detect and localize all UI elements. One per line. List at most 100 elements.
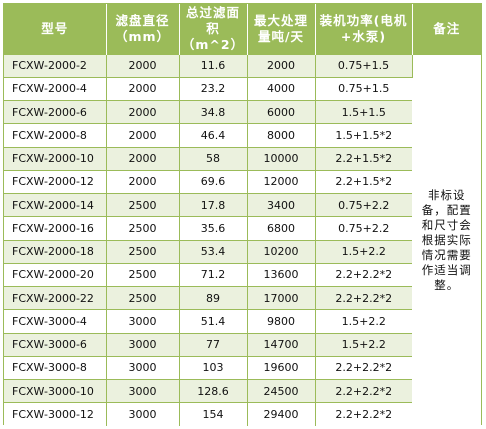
cell-disc-diameter: 2000 — [106, 123, 180, 147]
cell-filter-area: 71.2 — [179, 262, 248, 287]
spec-table-frame: 型号 滤盘直径（mm） 总过滤面积（m^2） 最大处理量吨/天 装机功率(电机+… — [3, 3, 482, 426]
cell-model: FCXW-2000-14 — [4, 192, 107, 217]
cell-disc-diameter: 2500 — [106, 262, 180, 287]
cell-disc-diameter: 2000 — [106, 76, 180, 101]
cell-disc-diameter: 3000 — [106, 402, 180, 426]
cell-model: FCXW-2000-10 — [4, 146, 107, 171]
cell-max-capacity: 19600 — [247, 355, 316, 380]
cell-max-capacity: 14700 — [247, 332, 316, 357]
cell-disc-diameter: 3000 — [106, 309, 180, 333]
cell-disc-diameter: 3000 — [106, 355, 180, 380]
cell-installed-power: 1.5+1.5 — [315, 99, 412, 124]
table-body: FCXW-2000-2 2000 11.6 2000 0.75+1.5 非标设备，配置和尺… — [4, 53, 481, 426]
cell-disc-diameter: 2000 — [106, 146, 180, 171]
cell-installed-power: 0.75+1.5 — [315, 76, 412, 101]
cell-filter-area: 17.8 — [179, 192, 248, 217]
cell-max-capacity: 13600 — [247, 262, 316, 287]
cell-installed-power: 1.5+2.2 — [315, 309, 412, 333]
cell-installed-power: 1.5+2.2 — [315, 332, 412, 357]
cell-filter-area: 53.4 — [179, 239, 248, 264]
header-max-capacity: 最大处理量吨/天 — [247, 4, 316, 54]
cell-installed-power: 2.2+2.2*2 — [315, 262, 412, 287]
cell-disc-diameter: 2500 — [106, 216, 180, 240]
cell-installed-power: 0.75+2.2 — [315, 192, 412, 217]
cell-filter-area: 34.8 — [179, 99, 248, 124]
spec-table: 型号 滤盘直径（mm） 总过滤面积（m^2） 最大处理量吨/天 装机功率(电机+… — [4, 4, 481, 426]
cell-model: FCXW-3000-8 — [4, 355, 107, 380]
table-row: FCXW-2000-14 2500 17.8 3400 0.75+2.2 — [4, 192, 481, 217]
cell-max-capacity: 9800 — [247, 309, 316, 333]
cell-disc-diameter: 3000 — [106, 378, 180, 403]
cell-filter-area: 23.2 — [179, 76, 248, 101]
header-disc-diameter: 滤盘直径（mm） — [106, 4, 180, 54]
cell-model: FCXW-2000-16 — [4, 216, 107, 240]
cell-max-capacity: 4000 — [247, 76, 316, 101]
cell-filter-area: 128.6 — [179, 378, 248, 403]
cell-filter-area: 58 — [179, 146, 248, 171]
cell-filter-area: 46.4 — [179, 123, 248, 147]
cell-installed-power: 0.75+1.5 — [315, 53, 413, 78]
cell-disc-diameter: 2500 — [106, 285, 180, 310]
cell-max-capacity: 29400 — [247, 402, 316, 426]
cell-model: FCXW-2000-4 — [4, 76, 107, 101]
table-row: FCXW-2000-22 2500 89 17000 2.2+2.2*2 — [4, 285, 481, 310]
table-row: FCXW-2000-20 2500 71.2 13600 2.2+2.2*2 — [4, 262, 481, 287]
cell-max-capacity: 24500 — [247, 378, 316, 403]
table-row: FCXW-3000-12 3000 154 29400 2.2+2.2*2 — [4, 402, 481, 426]
table-row: FCXW-2000-8 2000 46.4 8000 1.5+1.5*2 — [4, 123, 481, 147]
cell-model: FCXW-2000-12 — [4, 169, 107, 194]
cell-filter-area: 89 — [179, 285, 248, 310]
cell-filter-area: 35.6 — [179, 216, 248, 240]
table-row: FCXW-2000-18 2500 53.4 10200 1.5+2.2 — [4, 239, 481, 264]
remarks-note: 非标设备，配置和尺寸会根据实际情况需要作适当调整。 — [412, 53, 481, 426]
cell-filter-area: 103 — [179, 355, 248, 380]
cell-disc-diameter: 2000 — [106, 53, 180, 78]
cell-max-capacity: 12000 — [247, 169, 316, 194]
table-row: FCXW-3000-6 3000 77 14700 1.5+2.2 — [4, 332, 481, 357]
cell-model: FCXW-2000-8 — [4, 123, 107, 147]
cell-installed-power: 2.2+2.2*2 — [315, 378, 412, 403]
cell-installed-power: 2.2+2.2*2 — [315, 402, 412, 426]
cell-max-capacity: 2000 — [247, 53, 316, 78]
cell-filter-area: 11.6 — [179, 53, 248, 78]
header-remarks: 备注 — [412, 4, 481, 54]
cell-model: FCXW-3000-12 — [4, 402, 107, 426]
cell-installed-power: 1.5+1.5*2 — [315, 123, 412, 147]
cell-installed-power: 2.2+2.2*2 — [315, 285, 412, 310]
cell-model: FCXW-2000-6 — [4, 99, 107, 124]
cell-filter-area: 51.4 — [179, 309, 248, 333]
cell-disc-diameter: 3000 — [106, 332, 180, 357]
cell-max-capacity: 10200 — [247, 239, 316, 264]
table-row: FCXW-3000-8 3000 103 19600 2.2+2.2*2 — [4, 355, 481, 380]
cell-installed-power: 2.2+1.5*2 — [315, 169, 412, 194]
cell-model: FCXW-3000-10 — [4, 378, 107, 403]
header-filter-area: 总过滤面积（m^2） — [179, 4, 248, 54]
cell-max-capacity: 10000 — [247, 146, 316, 171]
cell-model: FCXW-2000-2 — [4, 53, 107, 78]
cell-installed-power: 0.75+2.2 — [315, 216, 412, 240]
header-model: 型号 — [4, 4, 107, 54]
table-row: FCXW-2000-16 2500 35.6 6800 0.75+2.2 — [4, 216, 481, 240]
cell-model: FCXW-2000-18 — [4, 239, 107, 264]
cell-max-capacity: 3400 — [247, 192, 316, 217]
cell-filter-area: 154 — [179, 402, 248, 426]
table-row: FCXW-2000-2 2000 11.6 2000 0.75+1.5 非标设备，配置和尺… — [4, 53, 481, 426]
cell-model: FCXW-2000-22 — [4, 285, 107, 310]
cell-installed-power: 2.2+2.2*2 — [315, 355, 412, 380]
table-row: FCXW-3000-10 3000 128.6 24500 2.2+2.2*2 — [4, 378, 481, 403]
cell-model: FCXW-2000-20 — [4, 262, 107, 287]
cell-model: FCXW-3000-4 — [4, 309, 107, 333]
cell-installed-power: 2.2+1.5*2 — [315, 146, 412, 171]
table-row: FCXW-3000-4 3000 51.4 9800 1.5+2.2 — [4, 309, 481, 333]
cell-model: FCXW-3000-6 — [4, 332, 107, 357]
cell-max-capacity: 17000 — [247, 285, 316, 310]
cell-disc-diameter: 2500 — [106, 239, 180, 264]
cell-max-capacity: 6800 — [247, 216, 316, 240]
cell-max-capacity: 8000 — [247, 123, 316, 147]
cell-installed-power: 1.5+2.2 — [315, 239, 412, 264]
table-row: FCXW-2000-6 2000 34.8 6000 1.5+1.5 — [4, 99, 481, 124]
header-row: 型号 滤盘直径（mm） 总过滤面积（m^2） 最大处理量吨/天 装机功率(电机+… — [4, 4, 481, 54]
cell-disc-diameter: 2500 — [106, 192, 180, 217]
cell-disc-diameter: 2000 — [106, 99, 180, 124]
cell-filter-area: 69.6 — [179, 169, 248, 194]
